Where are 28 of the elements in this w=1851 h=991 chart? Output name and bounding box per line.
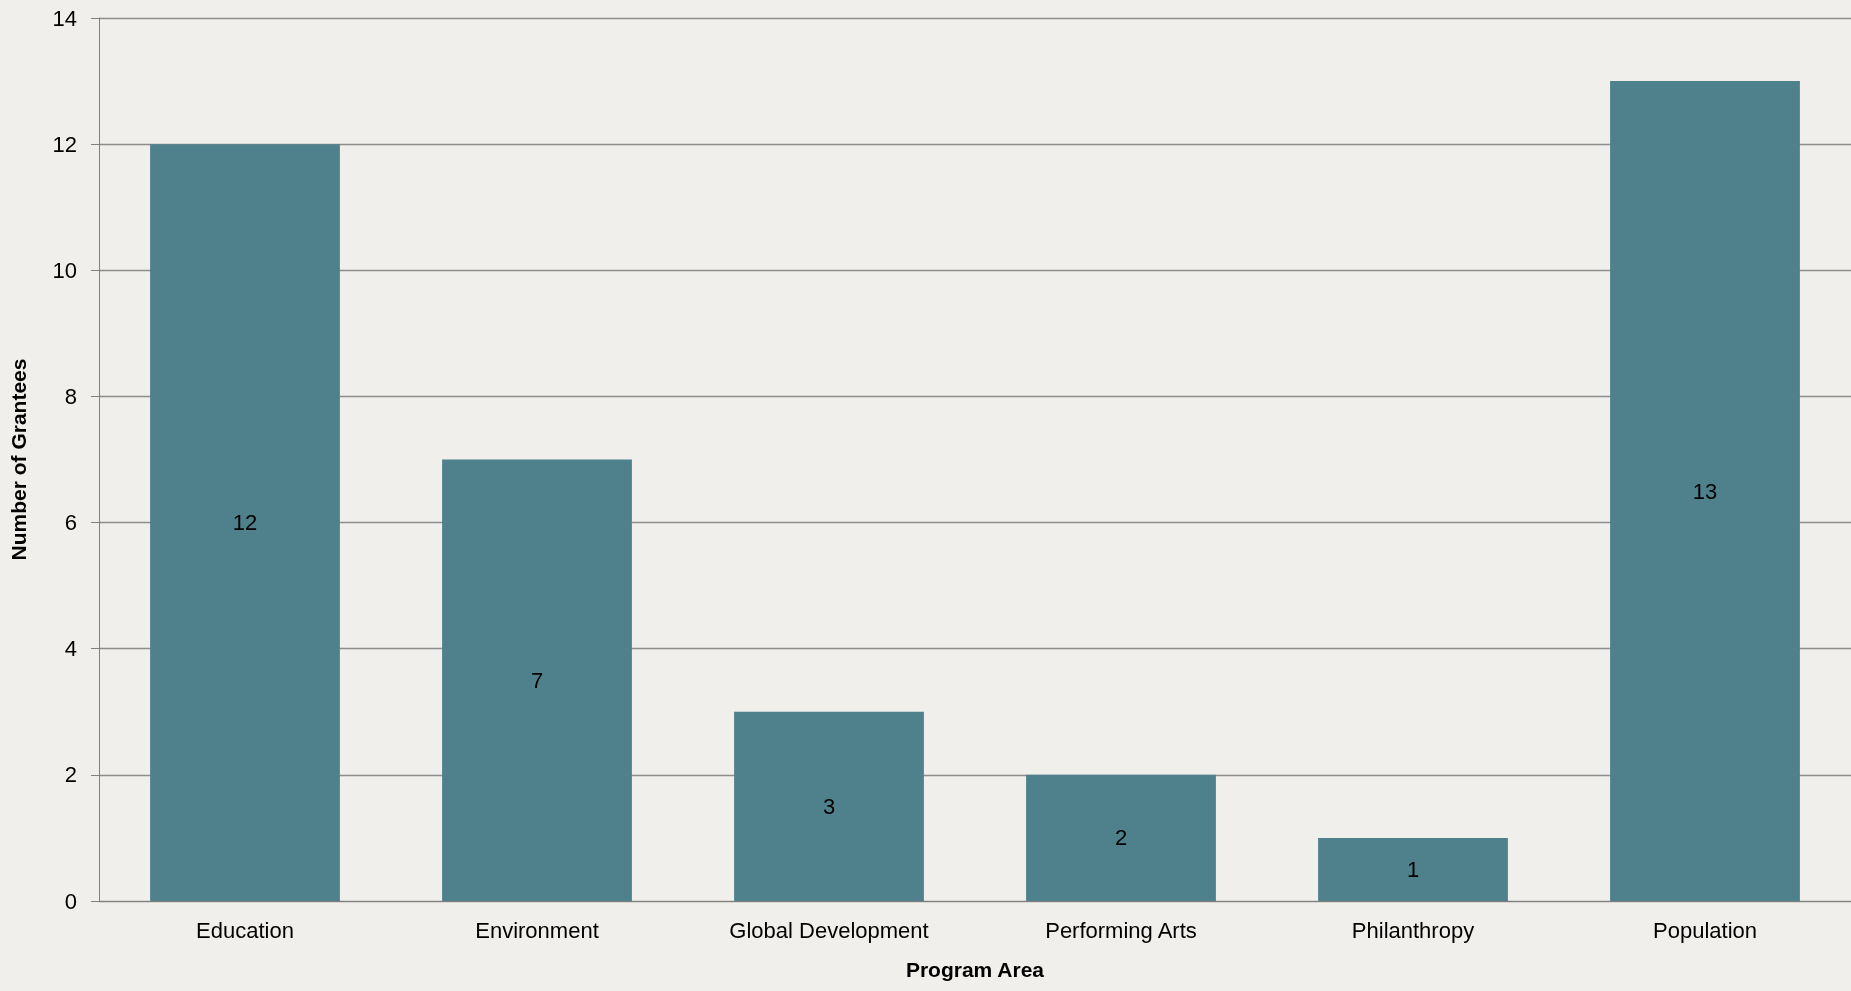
data-label: 13 [1692,478,1718,504]
x-tick-label: Global Development [729,917,929,943]
bar [1026,774,1216,901]
data-label: 3 [822,793,836,819]
x-tick-label: Performing Arts [1045,917,1197,943]
x-tick-label: Environment [475,917,599,943]
data-label: 1 [1406,856,1420,882]
bar [442,459,632,901]
bar [734,711,924,901]
bar [1318,837,1508,901]
y-tick-label: 0 [64,888,77,914]
x-tick-label: Education [196,917,294,943]
y-tick-label: 2 [64,762,77,788]
x-tick-label: Philanthropy [1351,917,1475,943]
y-tick-label: 8 [64,383,77,409]
y-tick-label: 14 [52,5,77,31]
x-axis-title: Program Area [905,958,1045,981]
bar [1610,81,1800,901]
x-tick-label: Population [1653,917,1757,943]
y-tick-label: 6 [64,510,77,536]
data-label: 12 [232,510,258,536]
data-label: 7 [530,667,544,693]
y-tick-label: 4 [64,636,77,662]
bar [150,144,340,901]
y-tick-label: 10 [52,257,77,283]
y-axis-title: Number of Grantees [7,358,30,561]
data-label: 2 [1114,825,1128,851]
y-tick-label: 12 [52,131,77,157]
